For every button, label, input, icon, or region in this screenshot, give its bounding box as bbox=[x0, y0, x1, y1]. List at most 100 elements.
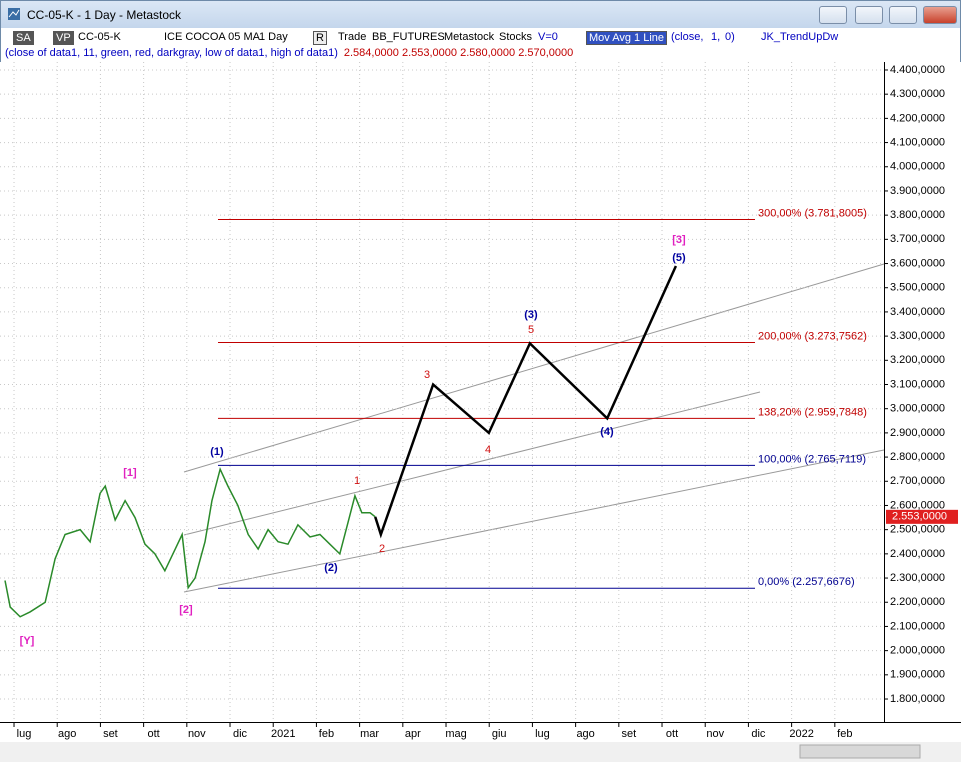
fib-label: 100,00% (2.765,7119) bbox=[758, 453, 866, 465]
wave-label: (1) bbox=[210, 446, 224, 458]
x-tick-label: mag bbox=[445, 728, 466, 740]
y-tick-label: 1.800,0000 bbox=[890, 693, 945, 705]
y-tick-label: 2.200,0000 bbox=[890, 596, 945, 608]
y-tick-label: 2.800,0000 bbox=[890, 451, 945, 463]
indicator-name[interactable]: Mov Avg 1 Line bbox=[586, 31, 668, 45]
indicator-param: 0) bbox=[725, 31, 735, 43]
x-tick-label: lug bbox=[535, 728, 550, 740]
wave-label: [3] bbox=[672, 234, 686, 246]
wave-label: (5) bbox=[672, 252, 686, 264]
y-tick-label: 3.800,0000 bbox=[890, 209, 945, 221]
volume-flag: V=0 bbox=[538, 31, 558, 43]
r-button[interactable]: R bbox=[313, 31, 327, 45]
x-tick-label: nov bbox=[706, 728, 724, 740]
x-tick-label: set bbox=[621, 728, 636, 740]
scrollbar[interactable] bbox=[0, 742, 961, 762]
y-tick-label: 3.500,0000 bbox=[890, 282, 945, 294]
y-tick-label: 2.600,0000 bbox=[890, 499, 945, 511]
wave-label: (3) bbox=[524, 309, 538, 321]
maximize-button[interactable] bbox=[889, 6, 917, 24]
x-tick-label: lug bbox=[17, 728, 32, 740]
x-tick-label: feb bbox=[837, 728, 852, 740]
y-tick-label: 4.000,0000 bbox=[890, 161, 945, 173]
ohlc-values: 2.584,0000 2.553,0000 2.580,0000 2.570,0… bbox=[343, 47, 574, 59]
fib-label: 200,00% (3.273,7562) bbox=[758, 330, 867, 342]
channel-line bbox=[183, 263, 885, 473]
last-price-box bbox=[886, 509, 958, 524]
y-tick-label: 3.300,0000 bbox=[890, 330, 945, 342]
channel-line bbox=[183, 449, 885, 593]
y-tick-label: 2.700,0000 bbox=[890, 475, 945, 487]
channel-line bbox=[183, 391, 761, 536]
wave-label: 4 bbox=[485, 444, 491, 456]
x-tick-label: feb bbox=[319, 728, 334, 740]
exchange: BB_FUTURES bbox=[372, 31, 445, 43]
fib-label: 0,00% (2.257,6676) bbox=[758, 576, 855, 588]
x-tick-label: set bbox=[103, 728, 118, 740]
y-tick-label: 2.300,0000 bbox=[890, 572, 945, 584]
toolbar: SA VP CC-05-K ICE COCOA 05 MA 1 Day R Tr… bbox=[1, 28, 960, 63]
restore-layout-button[interactable] bbox=[819, 6, 847, 24]
y-tick-label: 3.000,0000 bbox=[890, 403, 945, 415]
wave-label: [1] bbox=[123, 467, 137, 479]
title-bar: CC-05-K - 1 Day - Metastock bbox=[1, 1, 960, 28]
y-tick-label: 2.100,0000 bbox=[890, 620, 945, 632]
y-tick-label: 4.300,0000 bbox=[890, 88, 945, 100]
x-tick-label: apr bbox=[405, 728, 421, 740]
y-tick-label: 4.200,0000 bbox=[890, 112, 945, 124]
y-tick-label: 2.500,0000 bbox=[890, 524, 945, 536]
wave-label: [2] bbox=[179, 604, 193, 616]
x-tick-label: ago bbox=[576, 728, 594, 740]
y-tick-label: 2.400,0000 bbox=[890, 548, 945, 560]
fib-label: 300,00% (3.781,8005) bbox=[758, 207, 867, 219]
wave-label: 5 bbox=[528, 324, 534, 336]
indicator-param: 1, bbox=[711, 31, 721, 43]
x-tick-label: giu bbox=[492, 728, 507, 740]
minimize-button[interactable] bbox=[855, 6, 883, 24]
x-tick-label: 2021 bbox=[271, 728, 295, 740]
asset-class: Stocks bbox=[499, 31, 533, 43]
y-tick-label: 2.000,0000 bbox=[890, 645, 945, 657]
description: ICE COCOA 05 MA bbox=[164, 31, 260, 43]
x-tick-label: nov bbox=[188, 728, 206, 740]
trade: Trade bbox=[338, 31, 367, 43]
wave-label: (2) bbox=[324, 562, 338, 574]
x-tick-label: ott bbox=[666, 728, 678, 740]
sa-button[interactable]: SA bbox=[13, 31, 34, 45]
x-tick-label: dic bbox=[751, 728, 766, 740]
wave-label: 3 bbox=[424, 369, 430, 381]
chart-background bbox=[0, 62, 961, 762]
x-tick-label: 2022 bbox=[789, 728, 813, 740]
window-title: CC-05-K - 1 Day - Metastock bbox=[27, 8, 182, 22]
y-tick-label: 3.400,0000 bbox=[890, 306, 945, 318]
y-tick-label: 3.700,0000 bbox=[890, 233, 945, 245]
price-line bbox=[4, 466, 376, 618]
fib-label: 138,20% (2.959,7848) bbox=[758, 406, 867, 418]
indicator-param: (close, bbox=[671, 31, 704, 43]
vp-button[interactable]: VP bbox=[53, 31, 74, 45]
scrollbar-thumb[interactable] bbox=[799, 744, 921, 759]
data-source: Metastock bbox=[444, 31, 495, 43]
app-icon bbox=[8, 8, 20, 20]
chart: 1.800,0000 1.900,0000 2.000,0000 2.100,0000… bbox=[0, 62, 961, 762]
y-tick-label: 3.600,0000 bbox=[890, 257, 945, 269]
last-price-label: 2.553,0000 bbox=[892, 511, 947, 523]
wave-projection bbox=[374, 265, 678, 539]
x-tick-label: ott bbox=[148, 728, 160, 740]
wave-label: 2 bbox=[379, 543, 385, 555]
x-tick-label: ago bbox=[58, 728, 76, 740]
y-tick-label: 1.900,0000 bbox=[890, 669, 945, 681]
interval: 1 Day bbox=[259, 31, 288, 43]
y-tick-label: 3.900,0000 bbox=[890, 185, 945, 197]
y-tick-label: 4.400,0000 bbox=[890, 64, 945, 76]
wave-label: [Y] bbox=[20, 635, 35, 647]
x-tick-label: dic bbox=[233, 728, 248, 740]
study-params: (close of data1, 11, green, red, darkgra… bbox=[5, 47, 573, 59]
symbol: CC-05-K bbox=[78, 31, 121, 43]
close-button[interactable] bbox=[923, 6, 957, 24]
x-tick-label: mar bbox=[360, 728, 379, 740]
y-tick-label: 2.900,0000 bbox=[890, 427, 945, 439]
wave-label: 1 bbox=[354, 475, 360, 487]
study-text: (close of data1, 11, green, red, darkgra… bbox=[5, 47, 338, 59]
wave-label: (4) bbox=[600, 426, 614, 438]
